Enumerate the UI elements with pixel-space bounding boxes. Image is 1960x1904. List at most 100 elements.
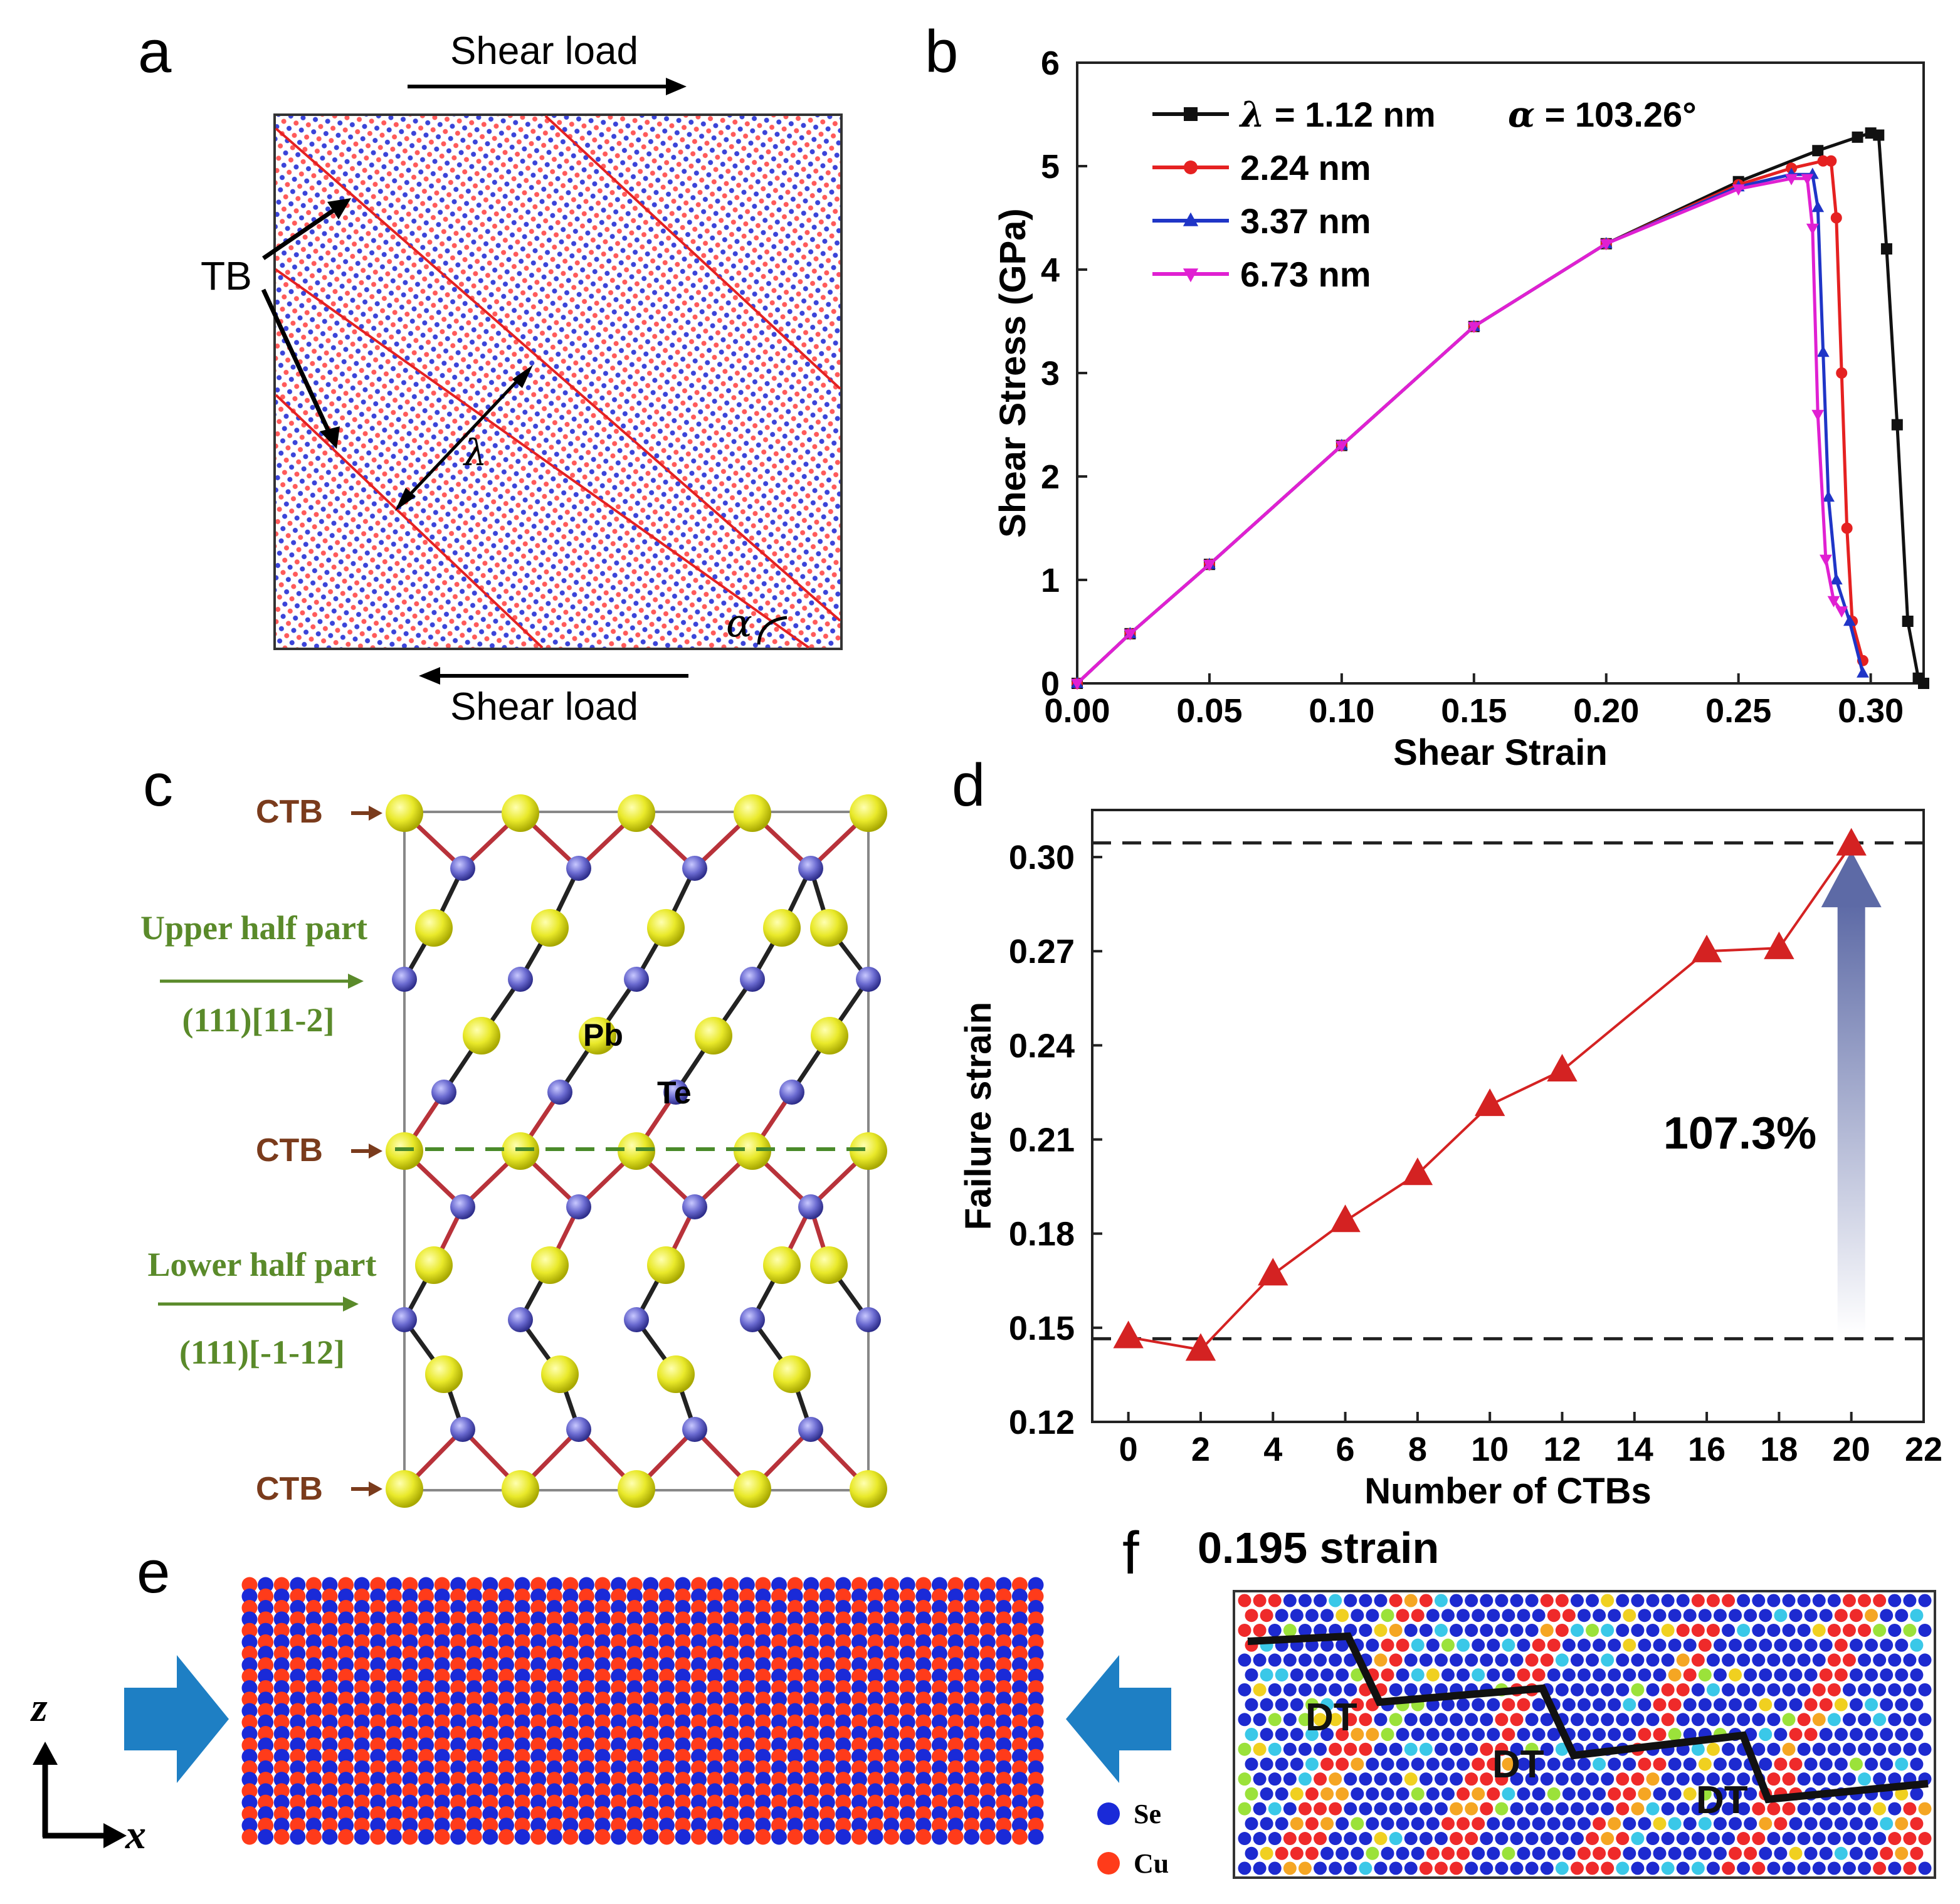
atom <box>562 1611 579 1628</box>
te-atom <box>508 967 533 992</box>
atom <box>1366 1609 1379 1623</box>
atom <box>338 1817 354 1834</box>
atom <box>1570 1832 1584 1846</box>
atom <box>482 1611 498 1628</box>
atom <box>594 1737 611 1754</box>
atom <box>1706 1802 1720 1816</box>
atom <box>338 1600 354 1616</box>
atom <box>1713 1698 1727 1712</box>
atom <box>851 1783 867 1799</box>
atom <box>707 1691 723 1708</box>
atom <box>530 1634 547 1650</box>
atom <box>1616 1683 1630 1696</box>
y-tick-label: 0.24 <box>1009 1027 1075 1065</box>
arrow-right-icon <box>348 974 364 989</box>
atom <box>1547 1728 1561 1741</box>
atom <box>1465 1742 1478 1756</box>
atom <box>1653 1817 1667 1831</box>
atom <box>386 1829 402 1845</box>
atom <box>1752 1861 1766 1875</box>
atom <box>1487 1728 1500 1741</box>
atom <box>787 1657 803 1673</box>
atom <box>1253 1683 1267 1696</box>
atom <box>915 1657 932 1673</box>
atom <box>1691 1802 1705 1816</box>
atom <box>305 1657 322 1673</box>
atom <box>1268 1713 1282 1727</box>
atom <box>1238 1742 1251 1756</box>
atom <box>1359 1861 1373 1875</box>
atom <box>964 1714 980 1730</box>
atom <box>514 1577 530 1593</box>
atom <box>739 1783 755 1799</box>
atom <box>771 1772 788 1788</box>
atom <box>1570 1772 1584 1786</box>
atom <box>1426 1609 1440 1623</box>
atom <box>1623 1728 1636 1741</box>
atom <box>258 1703 274 1719</box>
pb-atom <box>531 1246 569 1284</box>
atom <box>979 1657 996 1673</box>
atom <box>1706 1594 1720 1607</box>
atom <box>1011 1668 1028 1685</box>
compression-arrow-left-icon <box>124 1655 229 1783</box>
atom <box>1706 1832 1720 1846</box>
atom <box>1661 1802 1675 1816</box>
atom <box>1616 1832 1630 1846</box>
atom <box>643 1794 659 1811</box>
atom <box>273 1794 290 1811</box>
atom <box>1804 1817 1818 1831</box>
atom <box>514 1817 530 1834</box>
atom <box>354 1680 370 1696</box>
atom <box>1260 1728 1273 1741</box>
data-point <box>1811 201 1825 213</box>
atom <box>258 1749 274 1765</box>
atom <box>1683 1787 1697 1801</box>
atom <box>1245 1846 1258 1860</box>
atom <box>1298 1594 1312 1607</box>
atom <box>1903 1832 1917 1846</box>
atom <box>611 1760 627 1776</box>
atom <box>1706 1623 1720 1637</box>
atom <box>1797 1802 1811 1816</box>
atom <box>1834 1757 1848 1771</box>
atom <box>354 1691 370 1708</box>
atom <box>418 1772 435 1788</box>
atom <box>996 1794 1012 1811</box>
atom <box>290 1611 306 1628</box>
atom <box>466 1691 482 1708</box>
atom <box>1525 1861 1539 1875</box>
atom <box>819 1657 835 1673</box>
atom <box>964 1634 980 1650</box>
atom <box>1480 1742 1494 1756</box>
atom <box>1623 1668 1636 1682</box>
atom <box>787 1668 803 1685</box>
atom <box>418 1829 435 1845</box>
atom <box>964 1829 980 1845</box>
atom <box>514 1806 530 1822</box>
atom <box>305 1600 322 1616</box>
atom <box>1555 1832 1569 1846</box>
atom <box>1631 1832 1645 1846</box>
atom <box>675 1794 691 1811</box>
pb-atom <box>734 1132 771 1170</box>
atom <box>1283 1832 1297 1846</box>
atom <box>996 1577 1012 1593</box>
atom <box>1888 1623 1902 1637</box>
atom <box>1396 1728 1409 1741</box>
te-atom <box>547 1080 572 1105</box>
atom <box>418 1760 435 1776</box>
atom <box>1366 1846 1379 1860</box>
atom <box>1601 1683 1615 1696</box>
atom <box>819 1783 835 1799</box>
atom <box>1918 1742 1932 1756</box>
atom <box>867 1623 883 1639</box>
atom <box>691 1829 707 1845</box>
atom <box>418 1817 435 1834</box>
atom <box>1676 1623 1690 1637</box>
atom <box>835 1714 851 1730</box>
atom <box>691 1749 707 1765</box>
atom <box>675 1760 691 1776</box>
atom <box>883 1749 900 1765</box>
atom <box>787 1817 803 1834</box>
